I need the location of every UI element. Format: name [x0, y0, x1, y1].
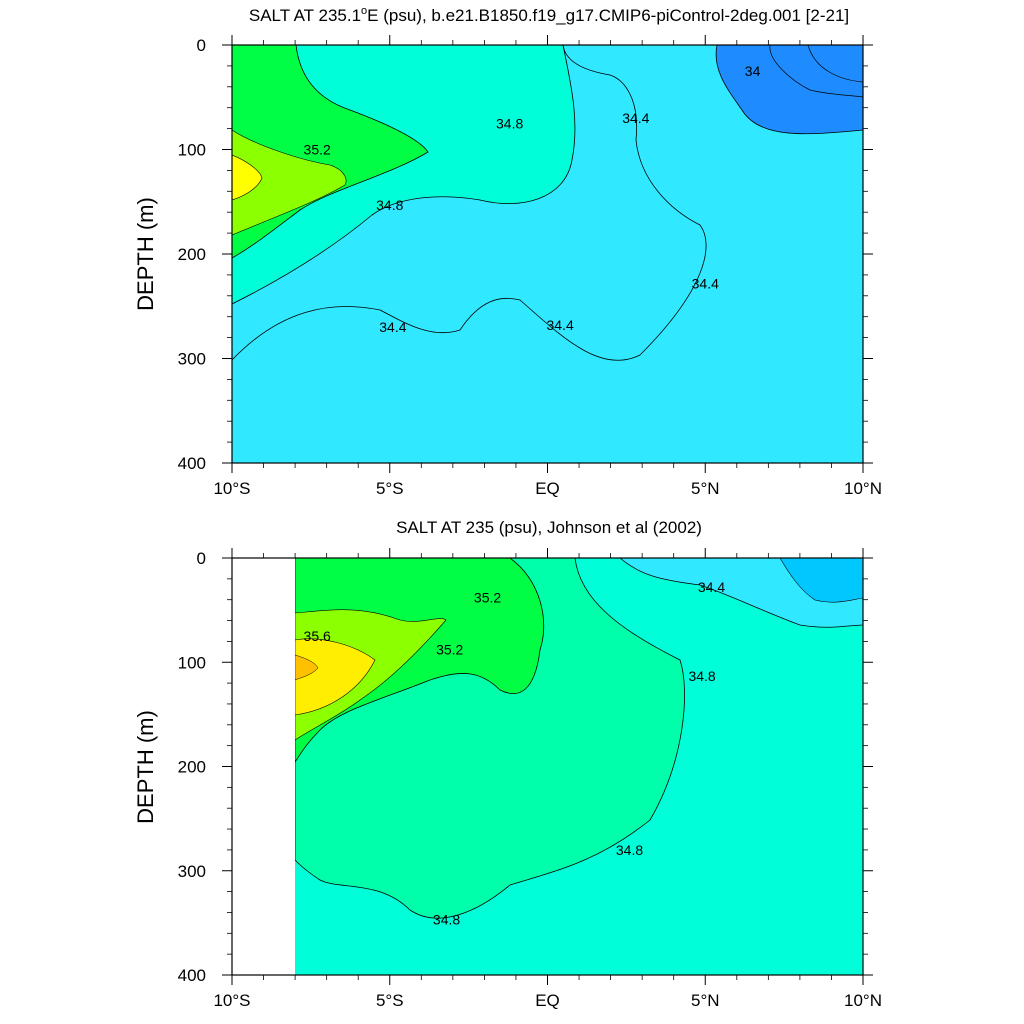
x-tick-label: 5°N [691, 479, 720, 498]
y-tick-label: 200 [178, 245, 206, 264]
contour-label: 34.8 [496, 115, 523, 131]
x-tick-label: 10°S [213, 479, 250, 498]
panel1-contour-fill [232, 45, 863, 463]
y-tick-label: 200 [178, 758, 206, 777]
contour-label: 34.8 [376, 197, 403, 213]
contour-line [807, 45, 863, 83]
y-tick-label: 300 [178, 862, 206, 881]
x-tick-label: 5°S [376, 991, 404, 1010]
contour-label: 34.4 [698, 579, 725, 595]
panel2-axes: 10°S 5°S EQ 5°N 10°N 0 100 200 300 400 [178, 548, 882, 1010]
fill-peak [294, 654, 319, 681]
contour-label: 34.8 [688, 668, 715, 684]
contour-label: 35.2 [474, 590, 501, 606]
panel2-no-data [232, 558, 295, 975]
contour-label: 35.2 [436, 642, 463, 658]
y-tick-label: 400 [178, 966, 206, 985]
fill-max-band [232, 154, 263, 201]
y-tick-label: 0 [197, 549, 206, 568]
x-tick-label: 10°N [844, 991, 882, 1010]
contour-label: 34.8 [616, 842, 643, 858]
x-tick-label: 5°S [376, 479, 404, 498]
x-tick-label: 5°N [691, 991, 720, 1010]
contour-label: 34.8 [433, 912, 460, 928]
contour-label: 35.6 [304, 628, 331, 644]
panel1-title: SALT AT 235.1oE (psu), b.e21.B1850.f19_g… [249, 5, 849, 25]
y-tick-label: 400 [178, 454, 206, 473]
contour-line [769, 45, 863, 98]
fill-35.2-band [294, 558, 545, 764]
fill-max-band [294, 638, 376, 716]
y-tick-label: 300 [178, 350, 206, 369]
fill-34.0-band [715, 45, 863, 135]
x-tick-label: EQ [535, 479, 560, 498]
fill-35.6-band [232, 129, 347, 236]
contour-label: 34.4 [622, 110, 649, 126]
fill-34.0-band [779, 558, 863, 603]
contour-label: 34 [745, 63, 761, 79]
panel1-axes: 10°S 5°S EQ 5°N 10°N 0 100 200 300 400 [178, 35, 882, 498]
contour-line [232, 45, 707, 361]
x-tick-label: 10°N [844, 479, 882, 498]
panel1-contour-labels: 35.2 34.8 34.8 34.4 34.4 34.4 34.4 34 [304, 63, 761, 335]
panel2-title: SALT AT 235 (psu), Johnson et al (2002) [396, 518, 702, 537]
x-tick-label: 10°S [213, 991, 250, 1010]
y-tick-label: 100 [178, 653, 206, 672]
panel2-contour-fill [294, 558, 863, 975]
contour-label: 34.4 [692, 275, 719, 291]
y-tick-label: 100 [178, 141, 206, 160]
contour-label: 35.2 [304, 142, 331, 158]
panel2-contour-labels: 35.2 35.6 35.2 34.4 34.8 34.8 34.8 [304, 579, 726, 928]
y-tick-label: 0 [197, 36, 206, 55]
panel2-ylabel: DEPTH (m) [133, 710, 158, 824]
panel-model: SALT AT 235.1oE (psu), b.e21.B1850.f19_g… [133, 5, 882, 498]
panel-observations: SALT AT 235 (psu), Johnson et al (2002) … [133, 518, 882, 1010]
contour-label: 34.4 [546, 317, 573, 333]
panel1-ylabel: DEPTH (m) [133, 197, 158, 311]
contour-label: 34.4 [379, 319, 406, 335]
x-tick-label: EQ [535, 991, 560, 1010]
